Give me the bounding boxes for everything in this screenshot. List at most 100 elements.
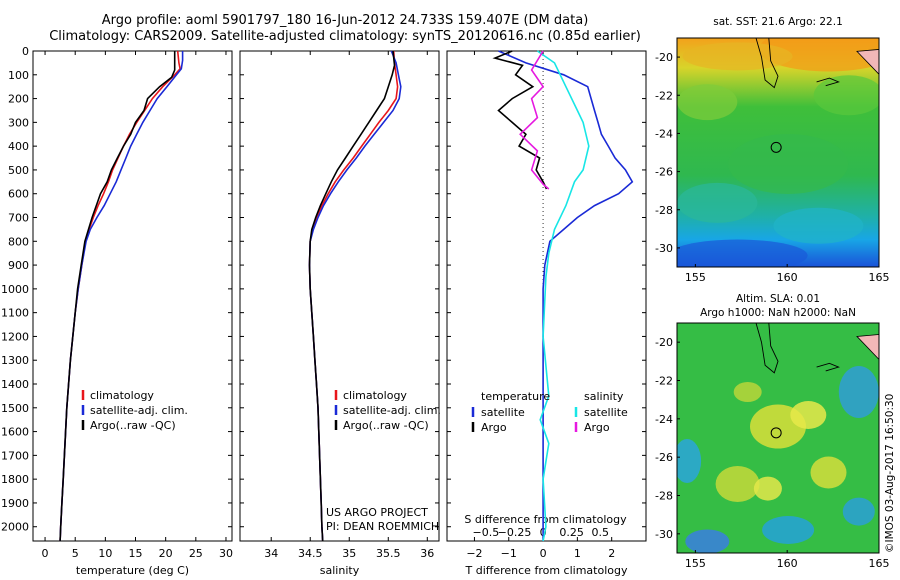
- s-tick-label: 0.5: [592, 526, 610, 539]
- depth-tick-label: 0: [22, 45, 29, 58]
- depth-tick-label: 2000: [1, 521, 29, 534]
- sla-patch: [753, 476, 782, 501]
- series-line-argo-raw-qc-: [308, 50, 396, 542]
- sst-map-field: [677, 38, 879, 267]
- x-axis-label: temperature (deg C): [76, 564, 189, 577]
- lon-tick-label: 160: [777, 271, 798, 284]
- sst-patch: [682, 42, 793, 71]
- sla-patch: [715, 466, 760, 502]
- lat-tick-label: -22: [655, 375, 673, 388]
- sst-patch: [677, 239, 808, 267]
- header-line1: Argo profile: aoml 5901797_180 16-Jun-20…: [101, 13, 589, 28]
- lon-tick-label: 165: [869, 557, 890, 570]
- lon-tick-label: 160: [777, 557, 798, 570]
- x-axis-label: T difference from climatology: [465, 564, 628, 577]
- x-tick-label: 20: [159, 547, 173, 560]
- series-line-temperature-satellite: [498, 50, 634, 541]
- depth-tick-label: 1000: [1, 283, 29, 296]
- land: [856, 49, 879, 75]
- lat-tick-label: -26: [655, 451, 673, 464]
- coastline: [816, 77, 840, 87]
- project-credit: US ARGO PROJECT: [326, 506, 428, 519]
- lat-tick-label: -28: [655, 204, 673, 217]
- plot-frame: [32, 50, 233, 542]
- legend-group-salinity: salinity: [584, 390, 624, 403]
- lat-tick-label: -24: [655, 127, 673, 140]
- lon-tick-label: 155: [685, 557, 706, 570]
- lat-tick-label: -20: [655, 51, 673, 64]
- series-line-temperature-argo: [492, 50, 548, 190]
- s-tick-label: −0.5: [473, 526, 500, 539]
- difference-panel: −2 −1 0 1 2 T difference from climatology −0.5…: [446, 50, 647, 577]
- temperature-panel: 0100200300400500600700800900100011001200…: [1, 45, 233, 577]
- project-pi: PI: DEAN ROEMMICH: [326, 520, 439, 533]
- sst-patch: [813, 75, 879, 116]
- x-tick-label: 34.5: [298, 547, 323, 560]
- depth-tick-label: 1200: [1, 330, 29, 343]
- depth-tick-label: 300: [8, 116, 29, 129]
- legend-label: climatology: [90, 389, 154, 402]
- lat-tick-label: -20: [655, 336, 673, 349]
- legend-label: Argo: [481, 421, 507, 434]
- x-tick-label: 1: [574, 547, 581, 560]
- legend-group-temperature: temperature: [481, 390, 550, 403]
- sla-map-title-line1: Altim. SLA: 0.01: [736, 293, 820, 305]
- sst-patch: [773, 207, 864, 244]
- depth-tick-label: 900: [8, 259, 29, 272]
- argo-location-marker: [770, 141, 782, 153]
- depth-tick-label: 1300: [1, 354, 29, 367]
- plot-frame: [239, 50, 440, 542]
- sla-patch: [733, 382, 762, 402]
- sla-patch: [842, 497, 875, 526]
- sla-patch: [762, 516, 815, 544]
- depth-tick-label: 600: [8, 188, 29, 201]
- legend-label: satellite-adj. clim.: [343, 404, 441, 417]
- lat-tick-label: -30: [655, 242, 673, 255]
- sla-patch: [810, 456, 847, 489]
- depth-tick-label: 1500: [1, 402, 29, 415]
- depth-tick-label: 200: [8, 93, 29, 106]
- depth-tick-label: 400: [8, 140, 29, 153]
- legend-label: Argo(..raw -QC): [90, 419, 176, 432]
- legend-label: climatology: [343, 389, 407, 402]
- depth-tick-label: 1400: [1, 378, 29, 391]
- sst-patch: [758, 38, 879, 72]
- s-tick-label: 0.25: [559, 526, 584, 539]
- lat-tick-label: -28: [655, 490, 673, 503]
- legend-label: satellite: [481, 406, 525, 419]
- map-frame: [676, 322, 880, 554]
- sst-patch: [677, 182, 758, 223]
- lon-tick-label: 165: [869, 271, 890, 284]
- legend-label: satellite: [584, 406, 628, 419]
- lat-tick-label: -24: [655, 413, 673, 426]
- series-line-salinity-satellite: [536, 50, 590, 542]
- legend-label: satellite-adj. clim.: [90, 404, 188, 417]
- x-tick-label: 2: [608, 547, 615, 560]
- sla-patch: [685, 529, 730, 553]
- x-tick-label: −2: [466, 547, 482, 560]
- x-tick-label: 25: [189, 547, 203, 560]
- x-tick-label: 35.5: [376, 547, 401, 560]
- depth-tick-label: 1100: [1, 307, 29, 320]
- map-frame: [676, 37, 880, 268]
- x-tick-label: 15: [129, 547, 143, 560]
- lat-tick-label: -30: [655, 528, 673, 541]
- legend-label: Argo(..raw -QC): [343, 419, 429, 432]
- salinity-panel: 34 34.5 35 35.5 36 salinity climatology satelli…: [239, 50, 441, 577]
- depth-tick-label: 700: [8, 212, 29, 225]
- coastline: [755, 323, 779, 374]
- land: [856, 334, 879, 360]
- x-tick-label: 30: [219, 547, 233, 560]
- sst-patch: [728, 133, 849, 194]
- coastline: [755, 38, 779, 89]
- sst-map-title: sat. SST: 21.6 Argo: 22.1: [713, 16, 843, 28]
- s-tick-label: −0.25: [498, 526, 532, 539]
- imos-stamp: ©IMOS 03-Aug-2017 16:50:30: [884, 394, 896, 553]
- coastline: [816, 362, 840, 372]
- depth-tick-label: 100: [8, 69, 29, 82]
- x-tick-label: 5: [72, 547, 79, 560]
- x-tick-label: 0: [42, 547, 49, 560]
- sla-patch: [838, 366, 879, 418]
- lon-tick-label: 155: [685, 271, 706, 284]
